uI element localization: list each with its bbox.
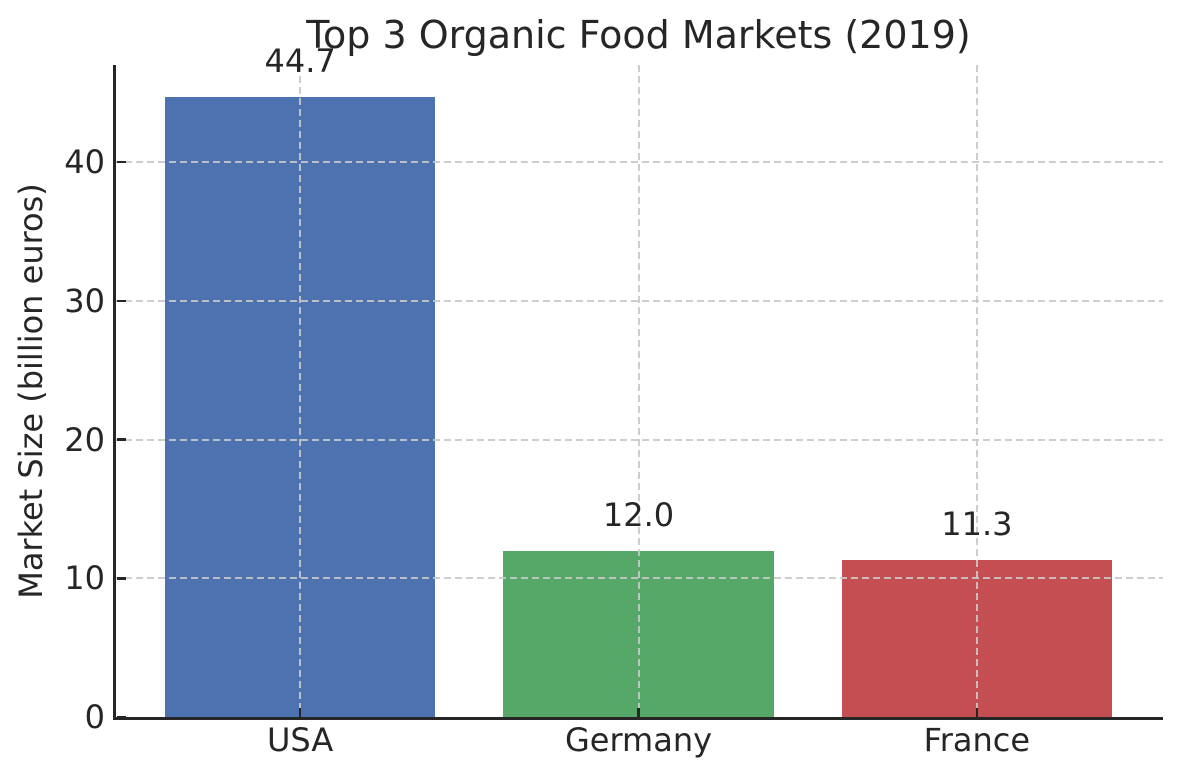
x-tick-mark (975, 708, 979, 717)
x-tick-label-france: France (923, 721, 1031, 759)
y-tick-mark (116, 715, 126, 719)
y-tick-label: 20 (64, 420, 105, 459)
x-tick-label-usa: USA (267, 721, 334, 759)
y-tick-mark (116, 438, 126, 441)
x-tick-mark (637, 708, 640, 717)
y-tick-mark (116, 577, 126, 580)
gridline-x-germany (637, 65, 640, 717)
bar-value-label-germany: 12.0 (602, 495, 675, 534)
y-tick-label: 0 (84, 698, 105, 736)
gridline-x-usa (299, 65, 302, 717)
gridline-x-france (975, 65, 978, 717)
chart-title: Top 3 Organic Food Markets (2019) (306, 13, 971, 57)
x-axis-spine (113, 717, 1163, 720)
x-tick-label-germany: Germany (564, 721, 713, 759)
y-tick-mark (116, 299, 126, 303)
y-axis-spine (113, 65, 116, 720)
y-tick-label: 30 (64, 281, 105, 320)
y-tick-label: 10 (64, 559, 105, 598)
y-axis-label: Market Size (billion euros) (12, 183, 50, 599)
y-tick-mark (116, 160, 126, 164)
y-tick-label: 40 (64, 143, 105, 182)
bar-value-label-usa: 44.7 (264, 41, 336, 80)
bar-value-label-france: 11.3 (941, 505, 1013, 544)
x-tick-mark (298, 708, 302, 717)
